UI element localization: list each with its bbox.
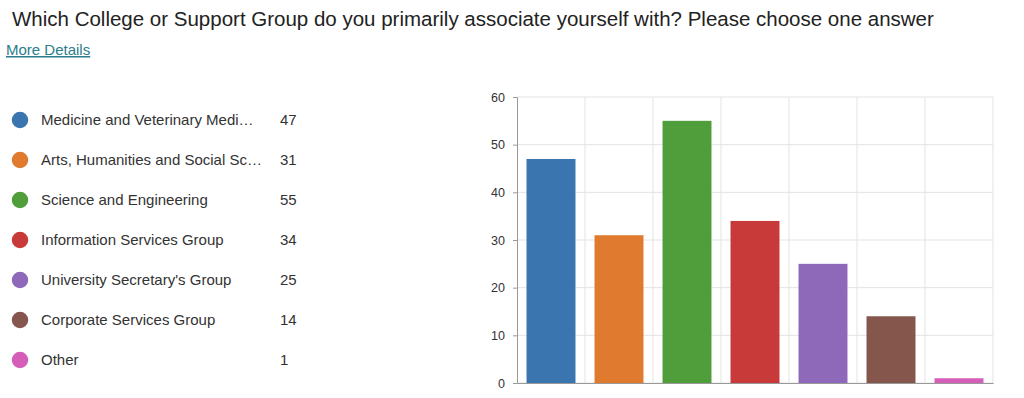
- y-tick-mark: [513, 145, 517, 146]
- y-tick-label: 10: [491, 329, 505, 343]
- y-tick-label: 20: [491, 281, 505, 295]
- y-tick-label: 60: [491, 91, 505, 105]
- legend-swatch: [11, 151, 29, 169]
- legend-count: 34: [280, 231, 297, 248]
- bar: [799, 264, 848, 383]
- y-tick-mark: [513, 192, 517, 193]
- y-tick: 10: [491, 329, 517, 343]
- bar: [663, 121, 712, 383]
- y-tick: 60: [491, 91, 517, 105]
- bar: [595, 235, 644, 383]
- legend-label: Information Services Group: [41, 231, 224, 248]
- y-tick-mark: [513, 288, 517, 289]
- legend-entry: Science and Engineering 55: [11, 191, 297, 209]
- legend-count: 31: [280, 151, 297, 168]
- legend-swatch: [11, 191, 29, 209]
- grid-line-vertical: [721, 97, 722, 383]
- legend-label: Arts, Humanities and Social Sc…: [41, 151, 262, 168]
- legend-label: Other: [41, 351, 79, 368]
- y-tick-mark: [513, 335, 517, 336]
- legend-entry: Arts, Humanities and Social Sc… 31: [11, 151, 297, 169]
- y-axis: 0 10 20 30 40 50 60: [491, 91, 517, 391]
- legend-entry: Information Services Group 34: [11, 231, 297, 249]
- legend-entry: Medicine and Veterinary Medi… 47: [11, 111, 297, 129]
- more-details-link[interactable]: More Details: [6, 41, 90, 58]
- grid-line-vertical: [993, 97, 994, 383]
- grid-line-vertical: [925, 97, 926, 383]
- legend-swatch: [11, 111, 29, 129]
- y-tick-label: 30: [491, 234, 505, 248]
- y-tick-label: 0: [498, 377, 505, 391]
- legend-count: 47: [280, 111, 297, 128]
- bar: [867, 316, 916, 383]
- grid: [517, 97, 993, 383]
- grid-line-vertical: [653, 97, 654, 383]
- x-axis-line: [518, 383, 994, 384]
- y-tick: 50: [491, 138, 517, 152]
- bar: [527, 159, 576, 383]
- grid-line: [517, 97, 993, 98]
- y-tick-label: 40: [491, 186, 505, 200]
- legend-swatch: [11, 311, 29, 329]
- x-axis: [518, 383, 994, 385]
- y-tick: 40: [491, 186, 517, 200]
- legend: Medicine and Veterinary Medi… 47 Arts, Hum…: [11, 111, 297, 369]
- legend-count: 25: [280, 271, 297, 288]
- bar: [935, 378, 984, 383]
- legend-swatch: [11, 231, 29, 249]
- grid-line: [517, 192, 993, 193]
- legend-swatch: [11, 351, 29, 369]
- y-tick: 30: [491, 234, 517, 248]
- y-tick-mark: [513, 383, 517, 384]
- y-axis-line: [513, 98, 518, 384]
- legend-swatch: [11, 271, 29, 289]
- bars: [527, 121, 984, 383]
- bar: [731, 221, 780, 383]
- y-tick: 20: [491, 281, 517, 295]
- legend-entry: University Secretary's Group 25: [11, 271, 297, 289]
- y-tick-mark: [513, 240, 517, 241]
- legend-label: Corporate Services Group: [41, 311, 215, 328]
- legend-count: 1: [280, 351, 288, 368]
- legend-entry: Other 1: [11, 351, 288, 369]
- grid-line: [517, 144, 993, 145]
- legend-label: University Secretary's Group: [41, 271, 231, 288]
- grid-line-vertical: [585, 97, 586, 383]
- title: Which College or Support Group do you pr…: [12, 7, 934, 30]
- grid-line-vertical: [789, 97, 790, 383]
- y-tick-mark: [513, 97, 517, 98]
- legend-count: 55: [280, 191, 297, 208]
- y-tick-label: 50: [491, 138, 505, 152]
- y-tick: 0: [498, 377, 517, 391]
- legend-count: 14: [280, 311, 297, 328]
- grid-line-vertical: [857, 97, 858, 383]
- legend-entry: Corporate Services Group 14: [11, 311, 297, 329]
- legend-label: Science and Engineering: [41, 191, 208, 208]
- legend-label: Medicine and Veterinary Medi…: [41, 111, 254, 128]
- chart-canvas: Which College or Support Group do you pr…: [0, 0, 1024, 398]
